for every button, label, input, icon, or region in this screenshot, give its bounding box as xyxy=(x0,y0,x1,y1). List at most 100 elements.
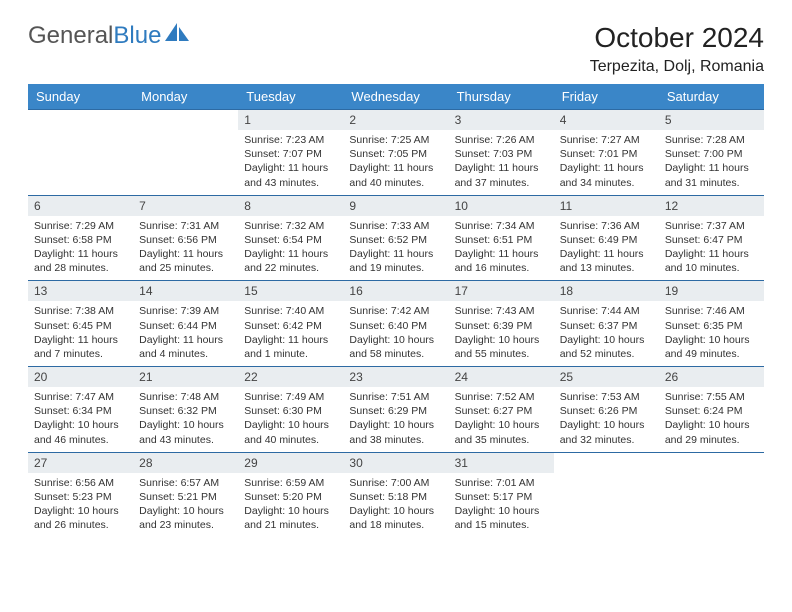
day-body: Sunrise: 7:52 AMSunset: 6:27 PMDaylight:… xyxy=(449,387,554,452)
day-cell: 13Sunrise: 7:38 AMSunset: 6:45 PMDayligh… xyxy=(28,281,133,367)
day-number: 18 xyxy=(554,281,659,301)
calendar-row: 1Sunrise: 7:23 AMSunset: 7:07 PMDaylight… xyxy=(28,110,764,196)
logo-text-gray: General xyxy=(28,22,113,50)
day-number: 6 xyxy=(28,196,133,216)
day-cell: 24Sunrise: 7:52 AMSunset: 6:27 PMDayligh… xyxy=(449,367,554,453)
day-number: 3 xyxy=(449,110,554,130)
day-number: 9 xyxy=(343,196,448,216)
day-number: 20 xyxy=(28,367,133,387)
weekday-header: Friday xyxy=(554,84,659,110)
logo: GeneralBlue xyxy=(28,22,191,50)
location: Terpezita, Dolj, Romania xyxy=(590,58,764,76)
day-cell: 25Sunrise: 7:53 AMSunset: 6:26 PMDayligh… xyxy=(554,367,659,453)
day-number: 15 xyxy=(238,281,343,301)
day-cell: 15Sunrise: 7:40 AMSunset: 6:42 PMDayligh… xyxy=(238,281,343,367)
day-body: Sunrise: 7:32 AMSunset: 6:54 PMDaylight:… xyxy=(238,216,343,281)
day-number: 4 xyxy=(554,110,659,130)
day-number: 12 xyxy=(659,196,764,216)
day-number: 30 xyxy=(343,453,448,473)
day-body: Sunrise: 7:31 AMSunset: 6:56 PMDaylight:… xyxy=(133,216,238,281)
empty-cell xyxy=(659,452,764,537)
header-row: GeneralBlue October 2024 Terpezita, Dolj… xyxy=(28,22,764,76)
day-number: 2 xyxy=(343,110,448,130)
day-cell: 4Sunrise: 7:27 AMSunset: 7:01 PMDaylight… xyxy=(554,110,659,196)
day-cell: 17Sunrise: 7:43 AMSunset: 6:39 PMDayligh… xyxy=(449,281,554,367)
day-body: Sunrise: 7:34 AMSunset: 6:51 PMDaylight:… xyxy=(449,216,554,281)
calendar-body: 1Sunrise: 7:23 AMSunset: 7:07 PMDaylight… xyxy=(28,110,764,538)
day-body: Sunrise: 7:23 AMSunset: 7:07 PMDaylight:… xyxy=(238,130,343,195)
day-number: 19 xyxy=(659,281,764,301)
day-body: Sunrise: 7:46 AMSunset: 6:35 PMDaylight:… xyxy=(659,301,764,366)
day-cell: 27Sunrise: 6:56 AMSunset: 5:23 PMDayligh… xyxy=(28,452,133,537)
day-body: Sunrise: 7:48 AMSunset: 6:32 PMDaylight:… xyxy=(133,387,238,452)
empty-cell xyxy=(554,452,659,537)
day-cell: 14Sunrise: 7:39 AMSunset: 6:44 PMDayligh… xyxy=(133,281,238,367)
day-body: Sunrise: 7:53 AMSunset: 6:26 PMDaylight:… xyxy=(554,387,659,452)
day-cell: 12Sunrise: 7:37 AMSunset: 6:47 PMDayligh… xyxy=(659,195,764,281)
day-body: Sunrise: 7:43 AMSunset: 6:39 PMDaylight:… xyxy=(449,301,554,366)
day-body: Sunrise: 7:26 AMSunset: 7:03 PMDaylight:… xyxy=(449,130,554,195)
weekday-header: Wednesday xyxy=(343,84,448,110)
day-body: Sunrise: 7:36 AMSunset: 6:49 PMDaylight:… xyxy=(554,216,659,281)
weekday-header: Saturday xyxy=(659,84,764,110)
day-cell: 28Sunrise: 6:57 AMSunset: 5:21 PMDayligh… xyxy=(133,452,238,537)
day-number: 28 xyxy=(133,453,238,473)
day-number: 23 xyxy=(343,367,448,387)
calendar-head: SundayMondayTuesdayWednesdayThursdayFrid… xyxy=(28,84,764,110)
weekday-header: Thursday xyxy=(449,84,554,110)
day-cell: 9Sunrise: 7:33 AMSunset: 6:52 PMDaylight… xyxy=(343,195,448,281)
day-cell: 22Sunrise: 7:49 AMSunset: 6:30 PMDayligh… xyxy=(238,367,343,453)
day-number: 5 xyxy=(659,110,764,130)
day-number: 22 xyxy=(238,367,343,387)
day-number: 29 xyxy=(238,453,343,473)
day-number: 7 xyxy=(133,196,238,216)
calendar-page: GeneralBlue October 2024 Terpezita, Dolj… xyxy=(0,0,792,559)
day-number: 27 xyxy=(28,453,133,473)
day-cell: 20Sunrise: 7:47 AMSunset: 6:34 PMDayligh… xyxy=(28,367,133,453)
weekday-header: Sunday xyxy=(28,84,133,110)
day-number: 8 xyxy=(238,196,343,216)
day-number: 17 xyxy=(449,281,554,301)
day-body: Sunrise: 7:49 AMSunset: 6:30 PMDaylight:… xyxy=(238,387,343,452)
day-number: 24 xyxy=(449,367,554,387)
day-cell: 16Sunrise: 7:42 AMSunset: 6:40 PMDayligh… xyxy=(343,281,448,367)
day-body: Sunrise: 7:27 AMSunset: 7:01 PMDaylight:… xyxy=(554,130,659,195)
day-number: 13 xyxy=(28,281,133,301)
day-body: Sunrise: 7:42 AMSunset: 6:40 PMDaylight:… xyxy=(343,301,448,366)
day-cell: 2Sunrise: 7:25 AMSunset: 7:05 PMDaylight… xyxy=(343,110,448,196)
calendar-row: 27Sunrise: 6:56 AMSunset: 5:23 PMDayligh… xyxy=(28,452,764,537)
day-cell: 30Sunrise: 7:00 AMSunset: 5:18 PMDayligh… xyxy=(343,452,448,537)
day-cell: 29Sunrise: 6:59 AMSunset: 5:20 PMDayligh… xyxy=(238,452,343,537)
day-body: Sunrise: 7:40 AMSunset: 6:42 PMDaylight:… xyxy=(238,301,343,366)
calendar-row: 6Sunrise: 7:29 AMSunset: 6:58 PMDaylight… xyxy=(28,195,764,281)
day-body: Sunrise: 7:51 AMSunset: 6:29 PMDaylight:… xyxy=(343,387,448,452)
day-cell: 21Sunrise: 7:48 AMSunset: 6:32 PMDayligh… xyxy=(133,367,238,453)
day-number: 10 xyxy=(449,196,554,216)
day-body: Sunrise: 6:57 AMSunset: 5:21 PMDaylight:… xyxy=(133,473,238,538)
day-number: 1 xyxy=(238,110,343,130)
empty-cell xyxy=(133,110,238,196)
day-body: Sunrise: 7:25 AMSunset: 7:05 PMDaylight:… xyxy=(343,130,448,195)
day-cell: 23Sunrise: 7:51 AMSunset: 6:29 PMDayligh… xyxy=(343,367,448,453)
day-body: Sunrise: 7:38 AMSunset: 6:45 PMDaylight:… xyxy=(28,301,133,366)
day-cell: 26Sunrise: 7:55 AMSunset: 6:24 PMDayligh… xyxy=(659,367,764,453)
day-cell: 11Sunrise: 7:36 AMSunset: 6:49 PMDayligh… xyxy=(554,195,659,281)
month-title: October 2024 xyxy=(590,22,764,54)
day-body: Sunrise: 7:28 AMSunset: 7:00 PMDaylight:… xyxy=(659,130,764,195)
day-cell: 5Sunrise: 7:28 AMSunset: 7:00 PMDaylight… xyxy=(659,110,764,196)
day-body: Sunrise: 7:00 AMSunset: 5:18 PMDaylight:… xyxy=(343,473,448,538)
calendar-table: SundayMondayTuesdayWednesdayThursdayFrid… xyxy=(28,84,764,537)
day-body: Sunrise: 6:59 AMSunset: 5:20 PMDaylight:… xyxy=(238,473,343,538)
day-number: 11 xyxy=(554,196,659,216)
day-cell: 8Sunrise: 7:32 AMSunset: 6:54 PMDaylight… xyxy=(238,195,343,281)
empty-cell xyxy=(28,110,133,196)
title-block: October 2024 Terpezita, Dolj, Romania xyxy=(590,22,764,76)
day-cell: 3Sunrise: 7:26 AMSunset: 7:03 PMDaylight… xyxy=(449,110,554,196)
day-body: Sunrise: 7:55 AMSunset: 6:24 PMDaylight:… xyxy=(659,387,764,452)
day-cell: 18Sunrise: 7:44 AMSunset: 6:37 PMDayligh… xyxy=(554,281,659,367)
weekday-header: Monday xyxy=(133,84,238,110)
calendar-row: 20Sunrise: 7:47 AMSunset: 6:34 PMDayligh… xyxy=(28,367,764,453)
day-cell: 19Sunrise: 7:46 AMSunset: 6:35 PMDayligh… xyxy=(659,281,764,367)
day-number: 21 xyxy=(133,367,238,387)
day-body: Sunrise: 6:56 AMSunset: 5:23 PMDaylight:… xyxy=(28,473,133,538)
